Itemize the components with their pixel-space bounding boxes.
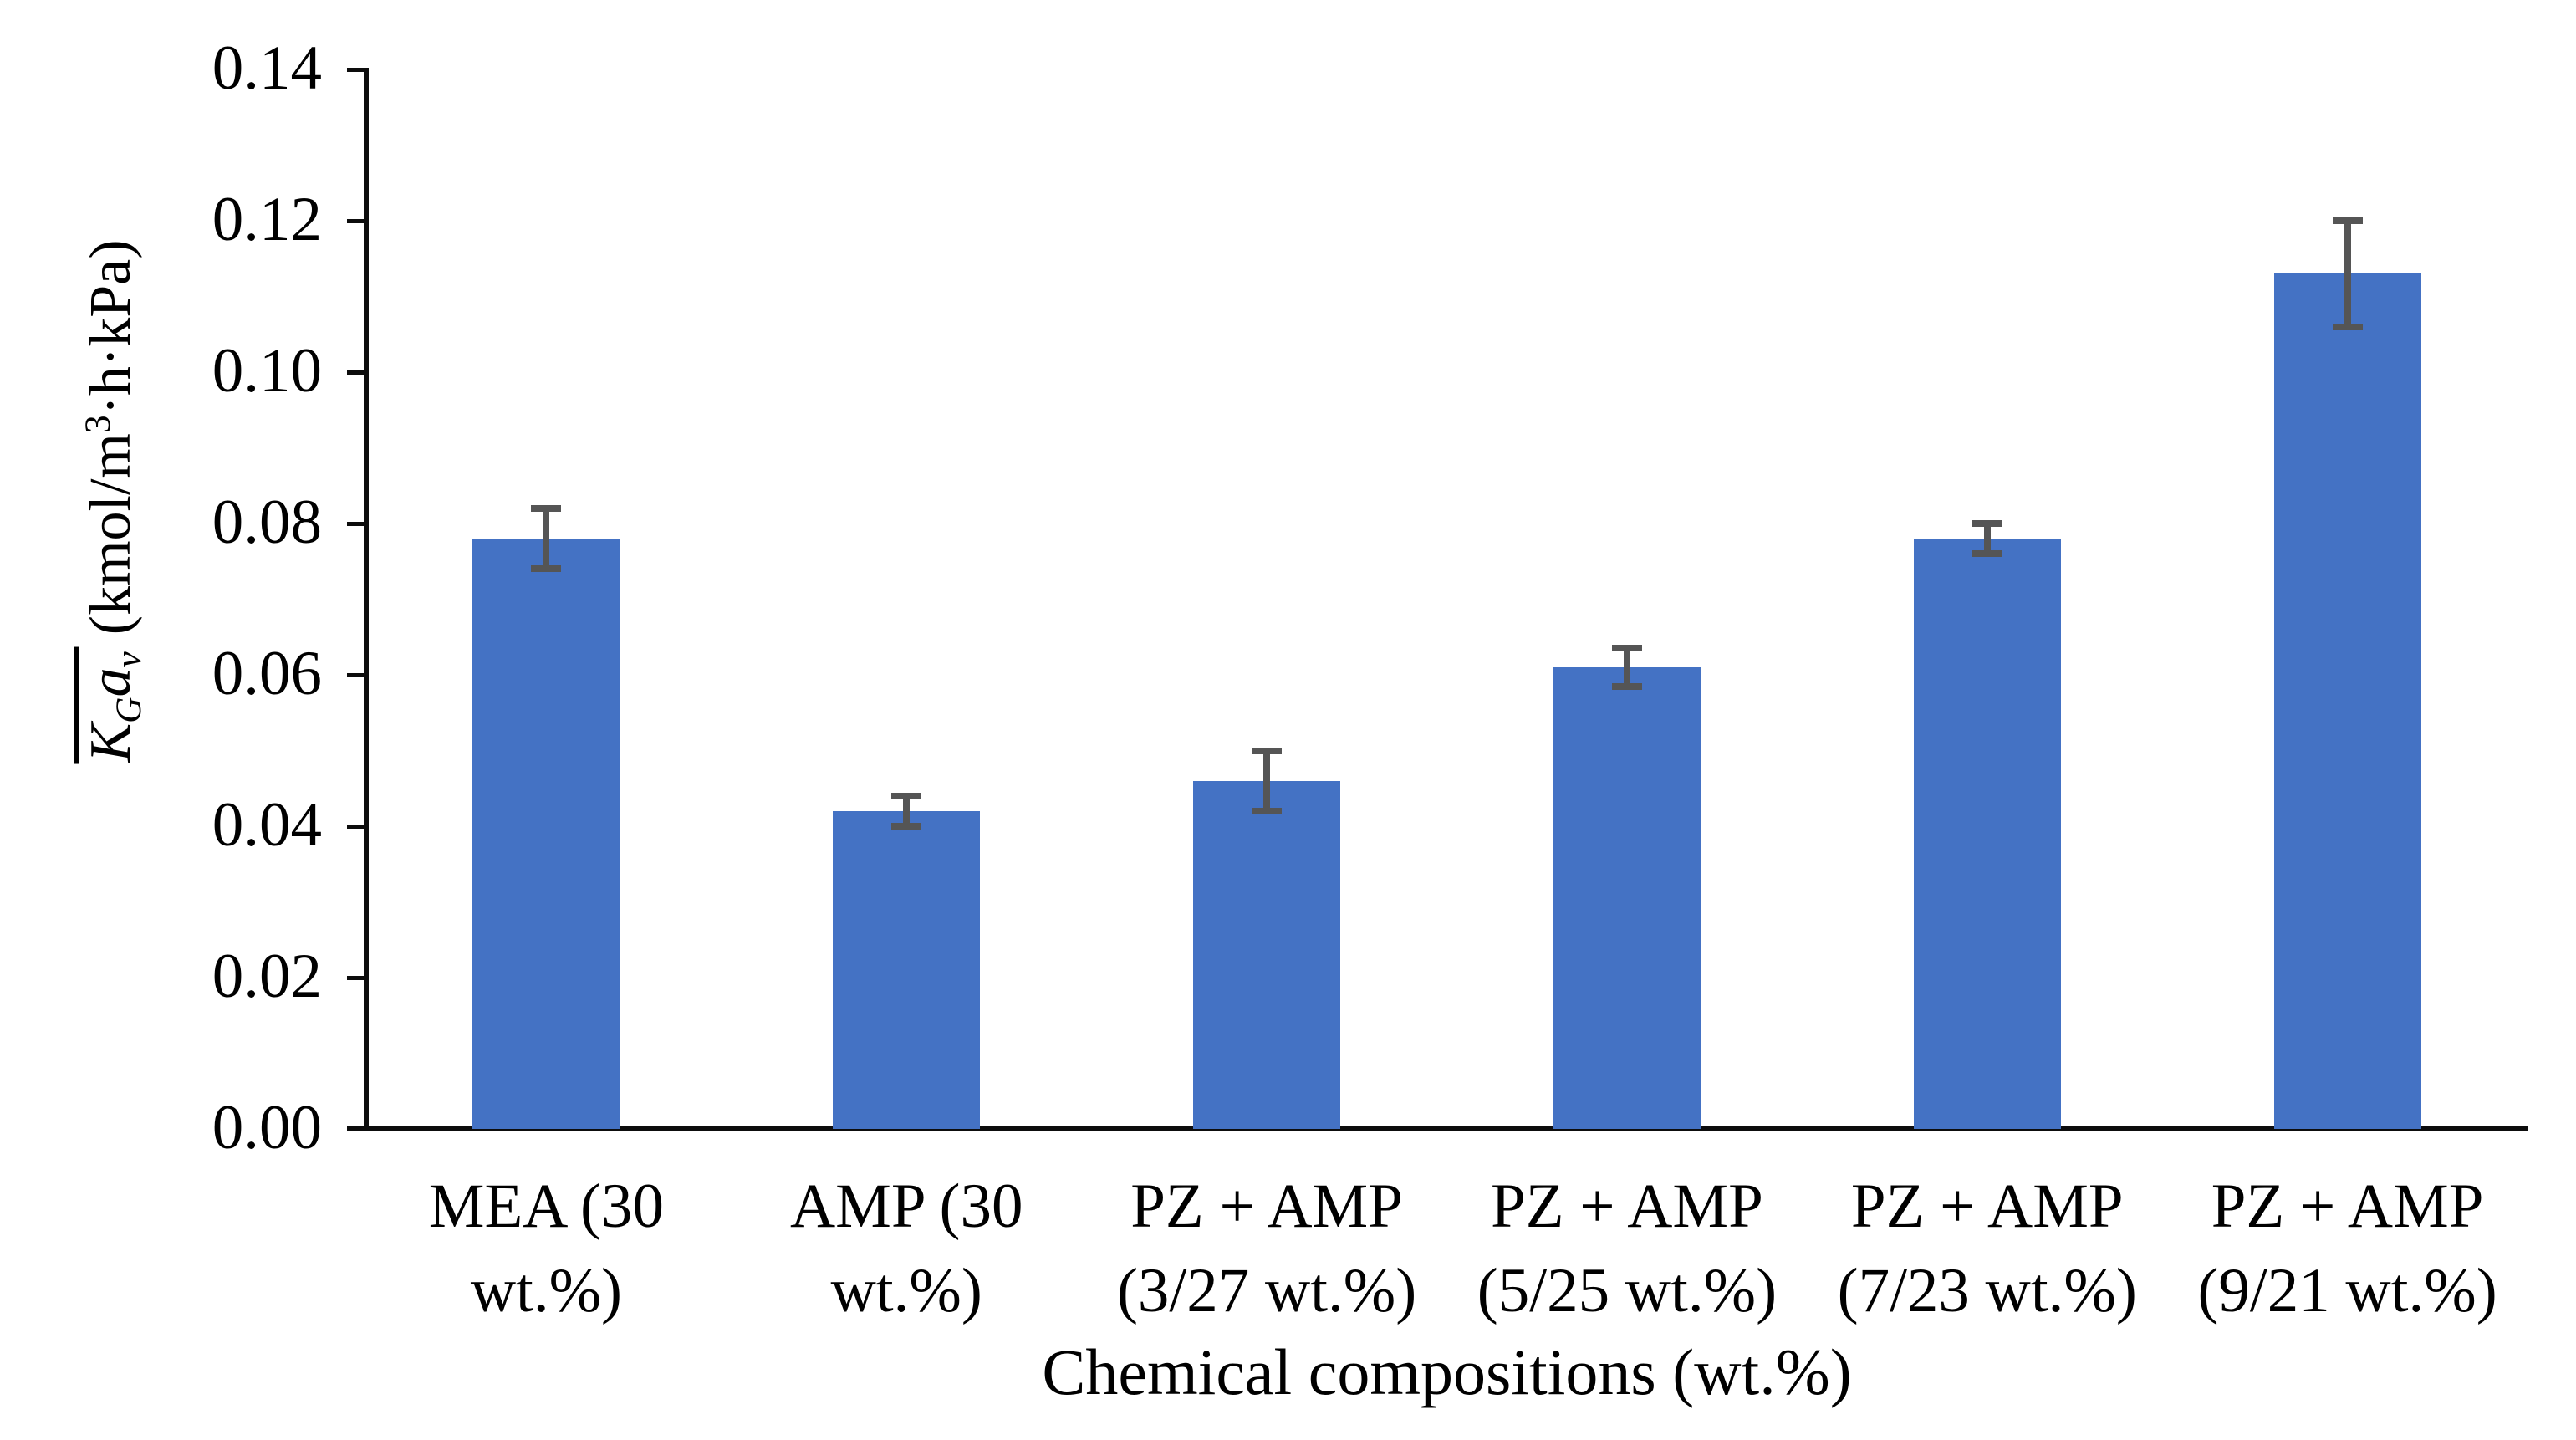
y-tick-label: 0.10 [212, 336, 322, 406]
y-tick-label: 0.14 [212, 33, 322, 103]
y-tick-label: 0.12 [212, 185, 322, 254]
error-bar-cap-bottom [1972, 550, 2002, 558]
x-axis-title: Chemical compositions (wt.%) [1042, 1335, 1852, 1408]
bar [472, 539, 620, 1129]
y-tick-label: 0.06 [212, 639, 322, 708]
y-tick-label: 0.02 [212, 942, 322, 1011]
error-bar-cap-bottom [891, 823, 922, 830]
x-category-label: PZ + AMP (9/21 wt.%) [2197, 1172, 2497, 1326]
y-tick-mark [347, 975, 366, 980]
bar [2273, 273, 2421, 1129]
error-bar-cap-top [1611, 645, 1642, 652]
x-category-label: PZ + AMP (5/25 wt.%) [1477, 1172, 1778, 1326]
y-tick-mark [347, 67, 366, 72]
x-category-label: MEA (30 wt.%) [428, 1172, 665, 1326]
error-bar-line [543, 508, 550, 569]
y-tick-mark [347, 521, 366, 526]
error-bar-line [1983, 523, 1991, 554]
error-bar-line [2344, 221, 2351, 327]
x-category-label: PZ + AMP (7/23 wt.%) [1837, 1172, 2137, 1326]
error-bar-cap-bottom [2332, 323, 2363, 330]
error-bar-cap-top [531, 504, 562, 512]
bar [1553, 666, 1701, 1129]
error-bar-cap-bottom [1611, 682, 1642, 690]
y-tick-mark [347, 824, 366, 829]
error-bar-line [1623, 648, 1630, 687]
y-tick-mark [347, 1126, 366, 1131]
error-bar-line [903, 795, 911, 826]
error-bar-cap-top [891, 792, 922, 799]
bar [1913, 539, 2061, 1129]
error-bar-cap-bottom [1252, 807, 1283, 814]
bar [1193, 780, 1341, 1129]
x-axis-line [347, 1126, 2528, 1131]
y-tick-mark [347, 370, 366, 375]
error-bar-cap-top [2332, 217, 2363, 224]
y-tick-label: 0.04 [212, 790, 322, 860]
error-bar-cap-top [1252, 747, 1283, 754]
y-tick-mark [347, 672, 366, 677]
y-axis-line [364, 68, 369, 1131]
y-tick-label: 0.08 [212, 488, 322, 557]
error-bar-line [1263, 750, 1271, 811]
y-tick-label: 0.00 [212, 1093, 322, 1162]
error-bar-cap-top [1972, 520, 2002, 527]
y-tick-mark [347, 218, 366, 223]
error-bar-cap-bottom [531, 565, 562, 573]
x-category-label: PZ + AMP (3/27 wt.%) [1116, 1172, 1417, 1326]
x-category-label: AMP (30 wt.%) [789, 1172, 1023, 1326]
bar [833, 810, 981, 1129]
